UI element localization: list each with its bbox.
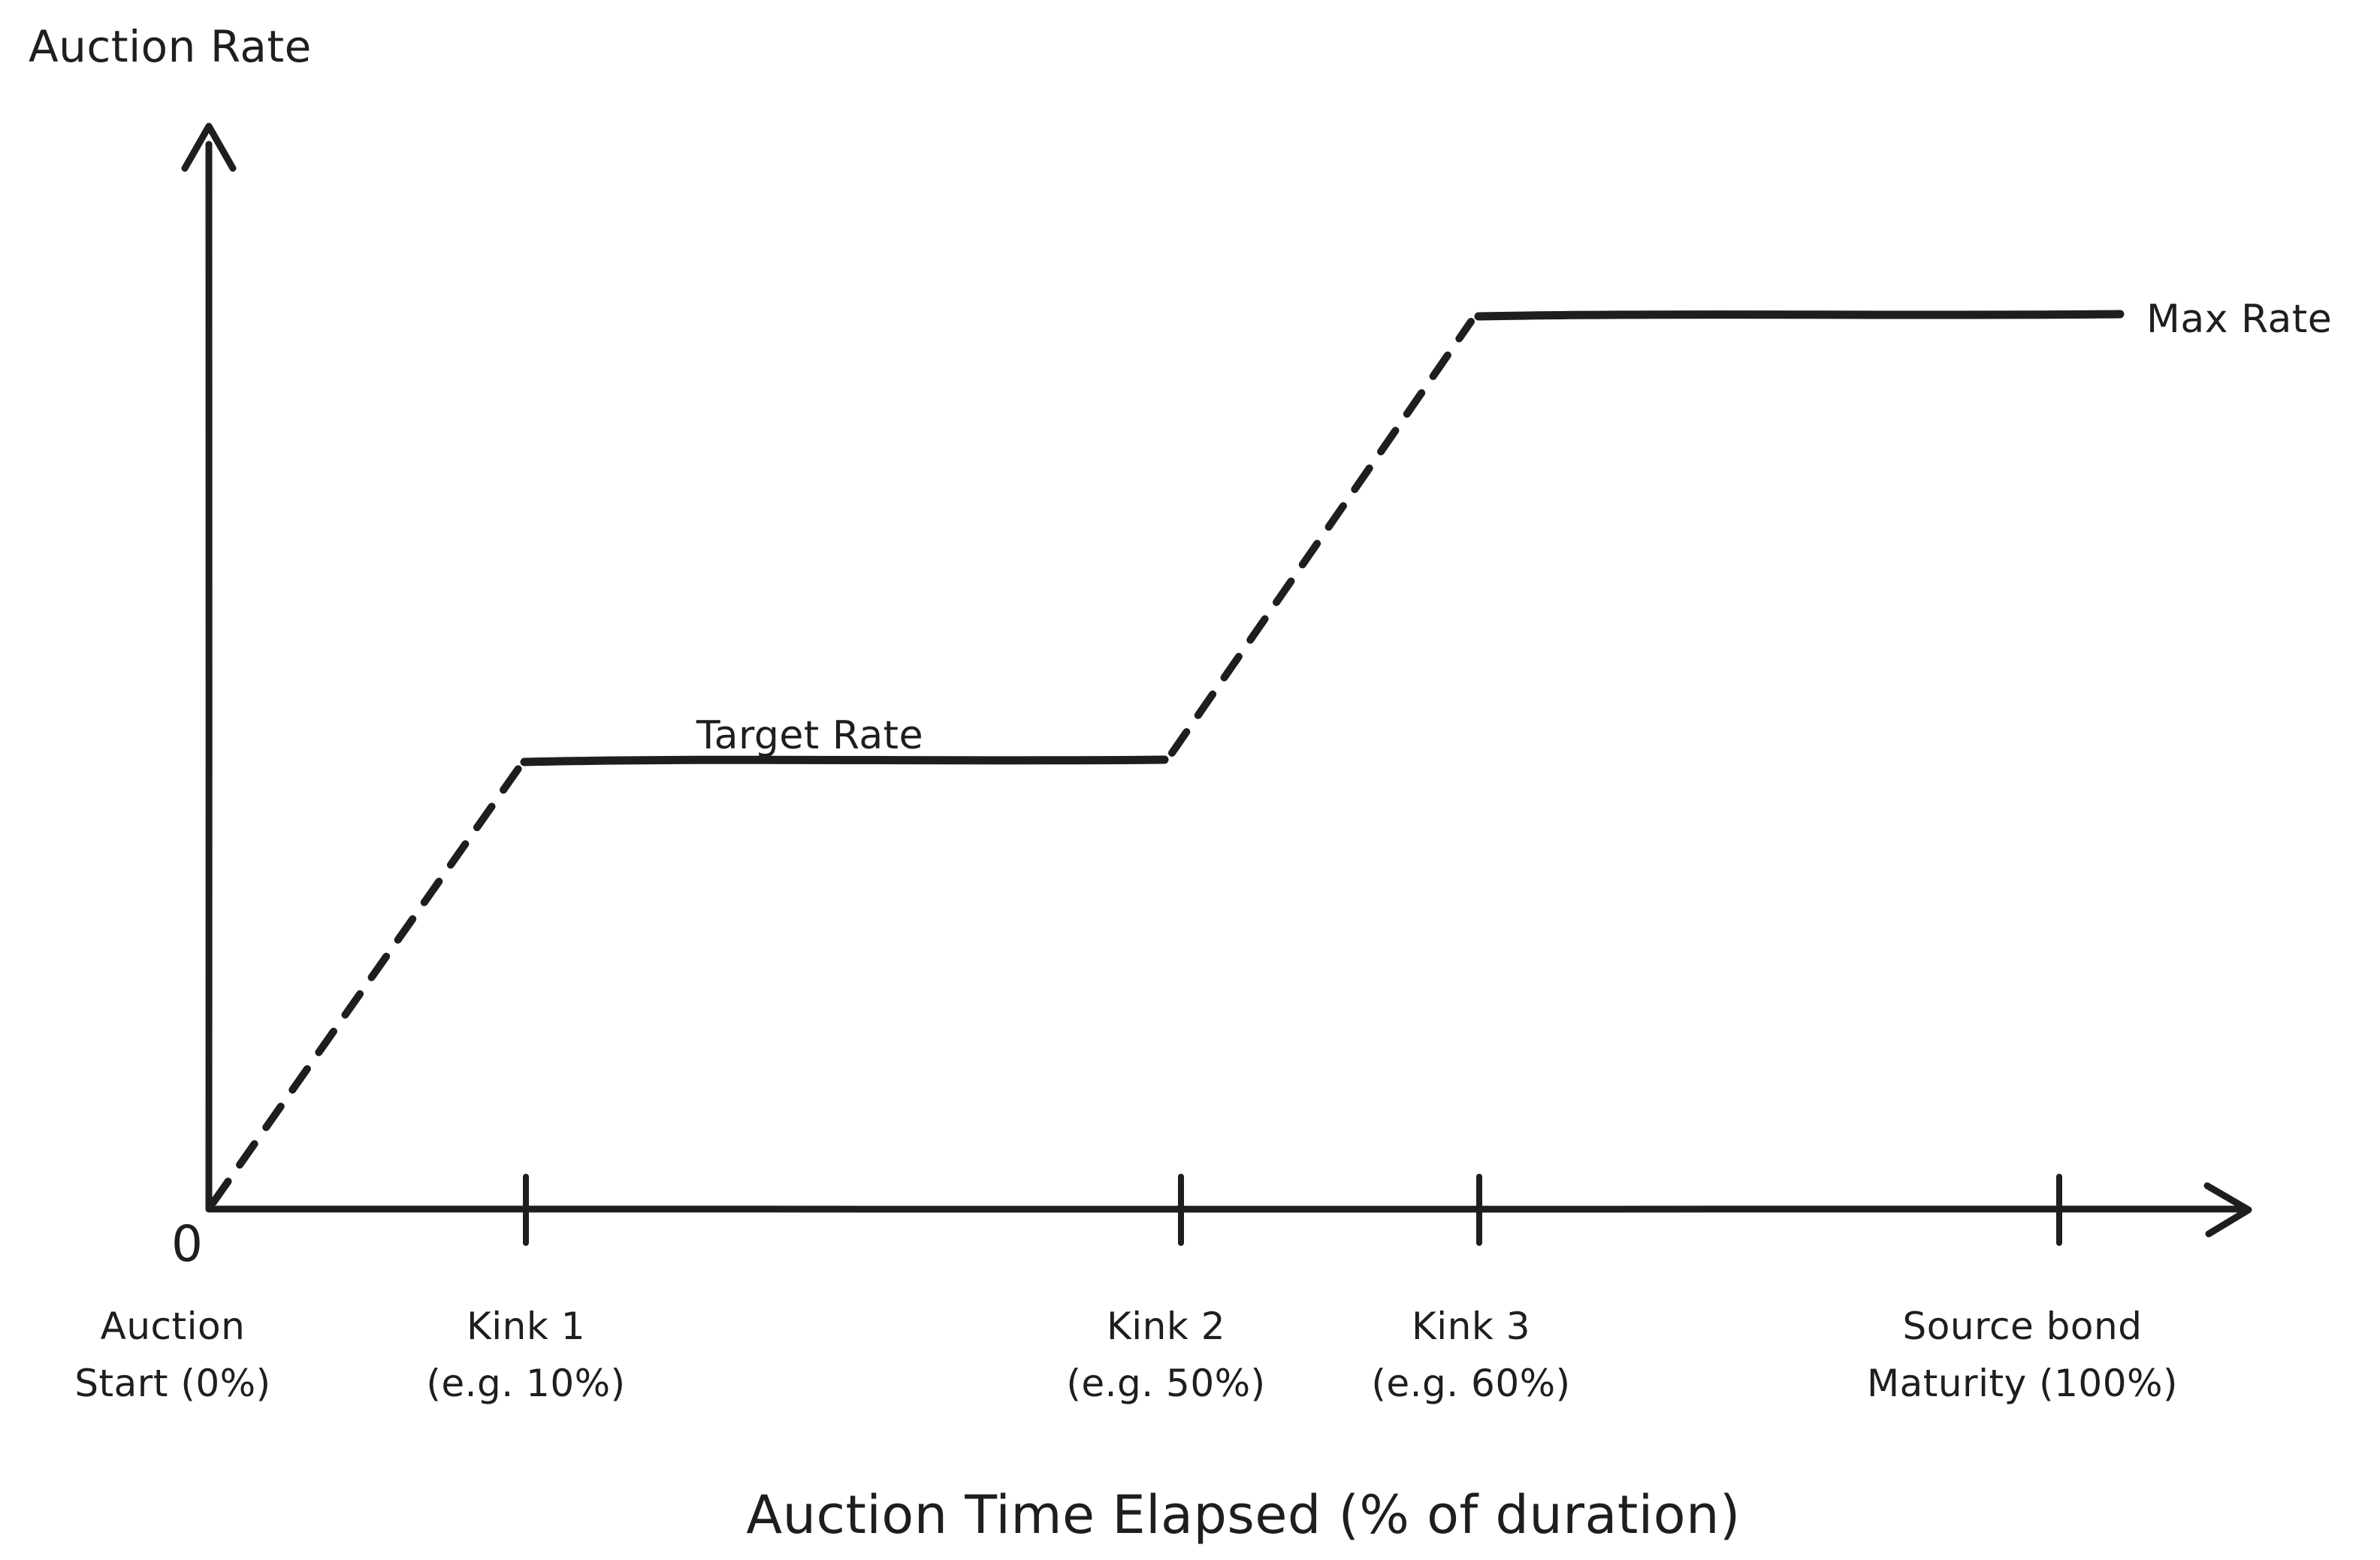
x-axis-title: Auction Time Elapsed (% of duration)	[746, 1484, 1741, 1546]
tick-label-maturity: Source bond Maturity (100%)	[1867, 1305, 2178, 1405]
tick-label-kink3-line2: (e.g. 60%)	[1371, 1362, 1570, 1405]
target-rate-label: Target Rate	[696, 713, 923, 758]
tick-label-kink1: Kink 1 (e.g. 10%)	[426, 1305, 625, 1405]
tick-label-maturity-line1: Source bond	[1903, 1305, 2143, 1348]
tick-label-kink1-line2: (e.g. 10%)	[426, 1362, 625, 1405]
y-axis-line	[205, 141, 213, 1213]
tick-label-kink2-line1: Kink 2	[1107, 1305, 1225, 1348]
rate-ramp-start-to-kink1	[210, 763, 524, 1206]
tick-label-kink1-line1: Kink 1	[467, 1305, 585, 1348]
tick-label-auction-start-line2: Start (0%)	[74, 1362, 270, 1405]
tick-label-auction-start-line1: Auction	[101, 1305, 246, 1348]
tick-label-maturity-line2: Maturity (100%)	[1867, 1362, 2178, 1405]
y-axis-title: Auction Rate	[29, 21, 312, 72]
origin-label: 0	[171, 1215, 204, 1273]
tick-label-kink2-line2: (e.g. 50%)	[1066, 1362, 1265, 1405]
x-axis-line	[205, 1205, 2243, 1214]
tick-label-kink3-line1: Kink 3	[1412, 1305, 1530, 1348]
target-rate-line	[520, 755, 1169, 766]
max-rate-line	[1474, 310, 2125, 321]
x-axis-arrowhead-icon	[2203, 1182, 2252, 1238]
tick-label-kink3: Kink 3 (e.g. 60%)	[1371, 1305, 1570, 1405]
tick-label-kink2: Kink 2 (e.g. 50%)	[1066, 1305, 1265, 1405]
max-rate-label: Max Rate	[2146, 297, 2332, 342]
y-axis-arrowhead-icon	[181, 122, 237, 172]
tick-label-auction-start: Auction Start (0%)	[74, 1305, 270, 1405]
rate-ramp-kink2-to-kink3	[1168, 318, 1475, 757]
